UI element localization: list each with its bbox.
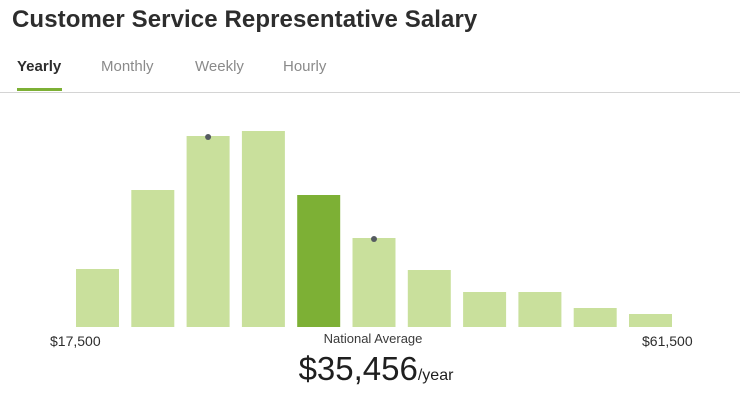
national-average-value: $35,456/year: [0, 350, 740, 388]
bar-marker-dot: [205, 134, 212, 140]
salary-histogram: [76, 131, 672, 327]
tab-yearly[interactable]: Yearly: [17, 58, 62, 75]
histogram-bar-national-average: [297, 195, 341, 327]
average-unit: /year: [417, 367, 454, 384]
histogram-bar: [131, 190, 175, 327]
active-tab-indicator: [17, 88, 62, 91]
average-amount: $35,456: [298, 350, 418, 387]
page-title: Customer Service Representative Salary: [12, 6, 478, 33]
tab-weekly[interactable]: Weekly: [195, 58, 244, 75]
tab-hourly[interactable]: Hourly: [283, 58, 327, 75]
histogram-bar: [186, 136, 230, 327]
histogram-bar: [352, 238, 396, 327]
histogram-bar: [463, 292, 507, 327]
period-tabs: Yearly Monthly Weekly Hourly: [0, 52, 740, 93]
histogram-bar: [76, 269, 119, 327]
bar-marker-dot: [371, 236, 377, 242]
national-average-label: National Average: [323, 331, 423, 346]
histogram-bar: [241, 131, 285, 327]
tab-monthly[interactable]: Monthly: [101, 58, 154, 75]
histogram-bar: [573, 308, 617, 327]
range-min-label: $17,500: [50, 333, 101, 349]
histogram-bar: [518, 292, 562, 327]
range-max-label: $61,500: [642, 333, 693, 349]
histogram-bar: [629, 314, 672, 327]
histogram-bar: [407, 270, 451, 327]
